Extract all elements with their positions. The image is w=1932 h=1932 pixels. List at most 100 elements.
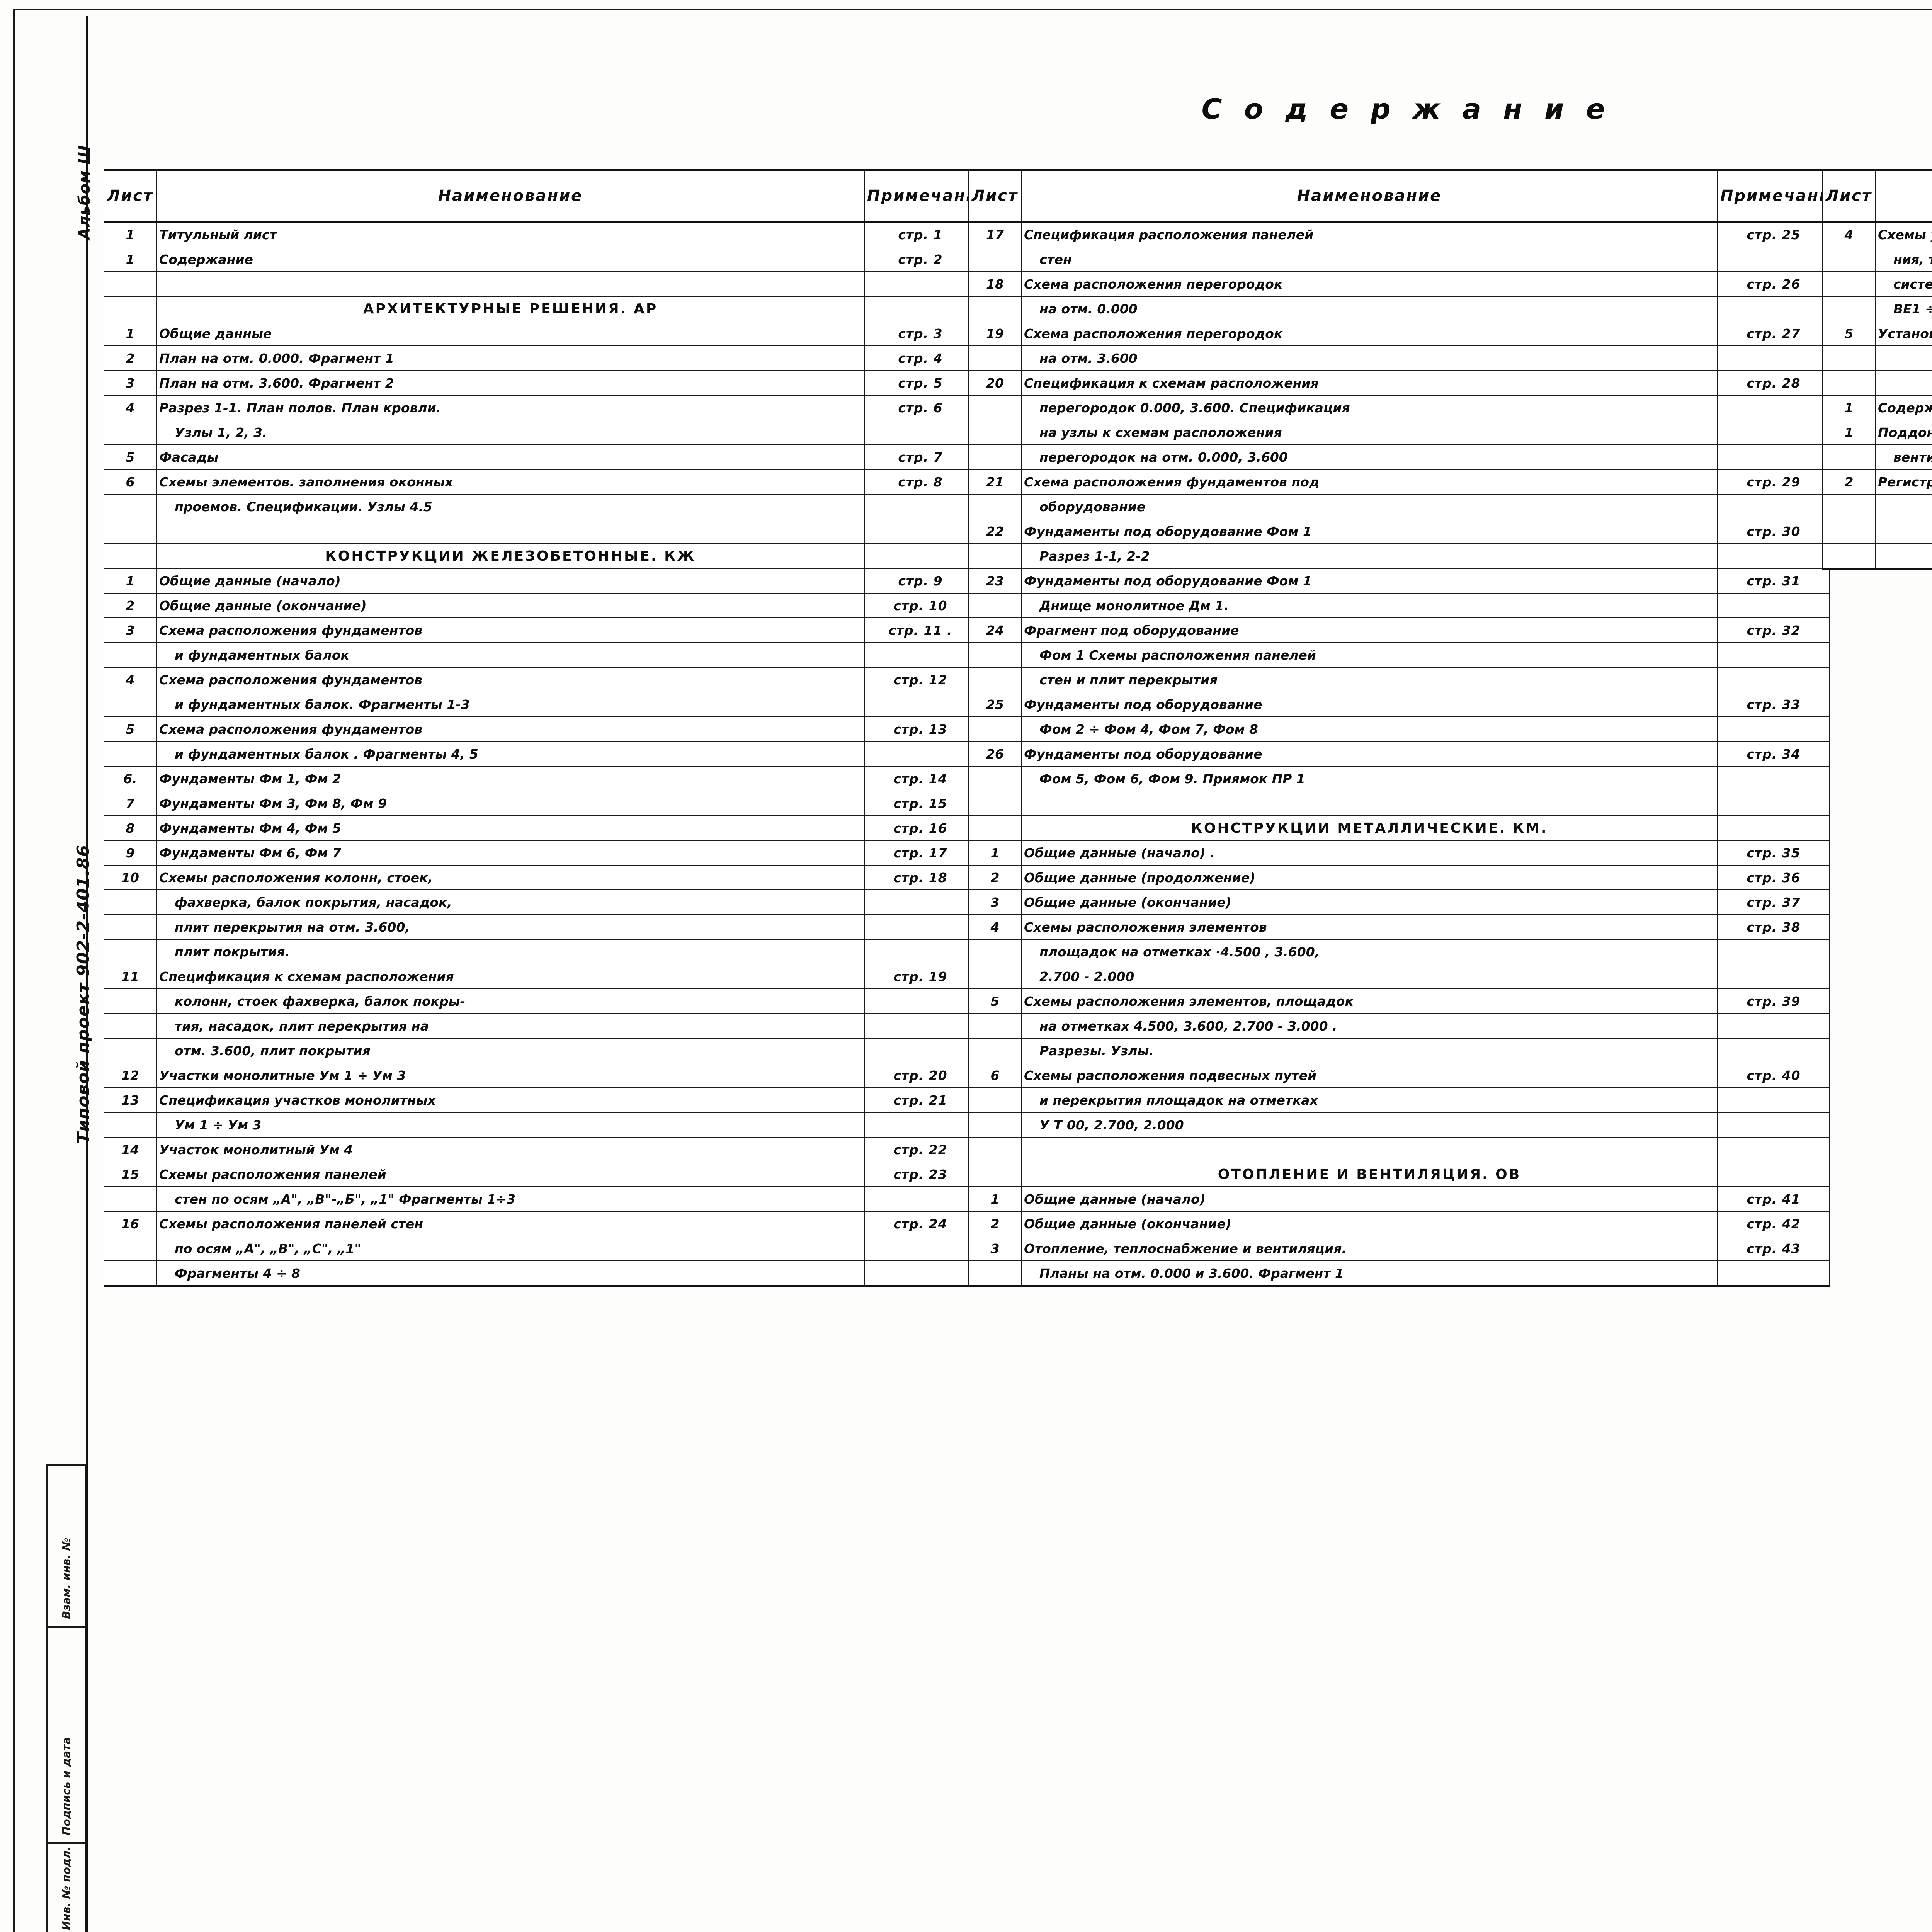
toc-row[interactable]: 3 План на отм. 3.600. Фрагмент 2 стр. 5 — [104, 370, 977, 396]
toc-row: ния, теплоснабжения, установки П1, — [1822, 247, 1932, 272]
toc-row[interactable]: 6 Схемы элементов. заполнения оконных стр.… — [104, 469, 977, 495]
toc-row[interactable]: 7 Фундаменты Фм 3, Фм 8, Фм 9 стр. 15 — [104, 791, 977, 816]
toc-row[interactable]: 4 Схема расположения фундаментов стр. 12 — [104, 667, 977, 692]
toc-spacer-row — [968, 791, 1830, 816]
toc-row: проемов. Спецификации. Узлы 4.5 — [104, 494, 977, 519]
cell-note-page: стр. 10 — [864, 593, 977, 618]
toc-row[interactable]: 2 Общие данные (продолжение) стр. 36 — [968, 865, 1830, 890]
cell-title: Общие данные — [156, 321, 865, 346]
cell-sheet-number — [1822, 519, 1876, 544]
toc-row[interactable]: 1 Содержание стр. 2 — [104, 247, 977, 272]
cell-note-page — [864, 1186, 977, 1212]
cell-note-page: стр. 29 — [1717, 469, 1830, 495]
toc-row[interactable]: 13 Спецификация участков монолитных стр. 2… — [104, 1087, 977, 1113]
cell-title: Спецификация расположения панелей — [1021, 221, 1718, 247]
toc-row[interactable]: 5 Фасады стр. 7 — [104, 444, 977, 470]
cell-title: Общие данные (начало) — [1021, 1186, 1718, 1212]
cell-sheet-number: 3 — [968, 889, 1022, 915]
toc-row[interactable]: 1 Общие данные (начало) . стр. 35 — [968, 840, 1830, 866]
page-title: С о д е р ж а н и е — [1201, 93, 1611, 125]
cell-sheet-number: 2 — [1822, 469, 1876, 495]
toc-row[interactable]: 3 Схема расположения фундаментов стр. 11 . — [104, 617, 977, 643]
cell-note-page: стр. 3 — [864, 321, 977, 346]
toc-row[interactable]: 2 Общие данные (окончание) стр. 10 — [104, 593, 977, 618]
toc-row[interactable]: 9 Фундаменты Фм 6, Фм 7 стр. 17 — [104, 840, 977, 866]
toc-spacer-row — [1822, 543, 1932, 570]
toc-row: стен и плит перекрытия — [968, 667, 1830, 692]
cell-sheet-number — [968, 815, 1022, 841]
cell-sheet-number — [104, 543, 157, 569]
stamp-box-vzam-inv — [46, 1464, 86, 1627]
toc-row[interactable]: 17 Спецификация расположения панелей стр. … — [968, 221, 1830, 247]
toc-row: на отметках 4.500, 3.600, 2.700 - 3.000 … — [968, 1013, 1830, 1039]
toc-row[interactable]: 5 Схема расположения фундаментов стр. 13 — [104, 716, 977, 742]
cell-title: Схема расположения перегородок — [1021, 321, 1718, 346]
toc-row[interactable]: 3 Отопление, теплоснабжение и вентиляция.… — [968, 1236, 1830, 1261]
cell-sheet-number — [1822, 271, 1876, 297]
toc-row[interactable]: 14 Участок монолитный Ум 4 стр. 22 — [104, 1137, 977, 1162]
toc-row[interactable]: 10 Схемы расположения колонн, стоек, стр. … — [104, 865, 977, 890]
toc-row[interactable]: 19 Схема расположения перегородок стр. 27 — [968, 321, 1830, 346]
toc-row[interactable]: 5Установки систем П1, В3стр. 45 — [1822, 321, 1932, 346]
toc-row[interactable]: 4 Схемы расположения элементов стр. 38 — [968, 914, 1830, 940]
cell-sheet-number — [968, 247, 1022, 272]
toc-row[interactable]: 1 Титульный лист стр. 1 — [104, 221, 977, 247]
cell-sheet-number: 4 — [1822, 221, 1876, 247]
toc-row[interactable]: 3 Общие данные (окончание) стр. 37 — [968, 889, 1830, 915]
toc-row[interactable]: 1 Общие данные стр. 3 — [104, 321, 977, 346]
cell-sheet-number: 15 — [104, 1162, 157, 1187]
toc-row[interactable]: 21 Схема расположения фундаментов под стр.… — [968, 469, 1830, 495]
cell-sheet-number: 26 — [968, 741, 1022, 767]
toc-row[interactable]: 26 Фундаменты под оборудование стр. 34 — [968, 741, 1830, 767]
toc-section-row: ЧЕРТЕЖИ ОБЩИХ ВИДОВ НЕТИПОВЫХ КОНСТРУКЦИ… — [1822, 370, 1932, 396]
toc-row: перегородок 0.000, 3.600. Спецификация — [968, 395, 1830, 420]
cell-title: План на отм. 0.000. Фрагмент 1 — [156, 345, 865, 371]
toc-row[interactable]: 18 Схема расположения перегородок стр. 26 — [968, 271, 1830, 297]
toc-row: 2.700 - 2.000 — [968, 964, 1830, 989]
toc-spacer-row — [1822, 519, 1932, 544]
cell-title: на отм. 3.600 — [1021, 345, 1718, 371]
cell-sheet-number — [968, 543, 1022, 569]
cell-note-page — [1717, 1137, 1830, 1162]
cell-sheet-number: 2 — [968, 865, 1022, 890]
column-header-sheet: Лист — [104, 169, 157, 223]
toc-row[interactable]: 2 Общие данные (окончание) стр. 42 — [968, 1211, 1830, 1236]
toc-row[interactable]: 6 Схемы расположения подвесных путей стр. … — [968, 1063, 1830, 1088]
cell-sheet-number: 18 — [968, 271, 1022, 297]
toc-row[interactable]: 16 Схемы расположения панелей стен стр. 24 — [104, 1211, 977, 1236]
toc-row[interactable]: 2 План на отм. 0.000. Фрагмент 1 стр. 4 — [104, 345, 977, 371]
cell-note-page — [864, 296, 977, 321]
cell-sheet-number: 24 — [968, 617, 1022, 643]
toc-row[interactable]: 8 Фундаменты Фм 4, Фм 5 стр. 16 — [104, 815, 977, 841]
toc-column-2: ЛистНаименованиеПримечание17Спецификация… — [968, 169, 1830, 1287]
toc-row[interactable]: 4 Разрез 1-1. План полов. План кровли. стр… — [104, 395, 977, 420]
toc-row[interactable]: 5 Схемы расположения элементов, площадок с… — [968, 988, 1830, 1014]
toc-section-row: КОНСТРУКЦИИ МЕТАЛЛИЧЕСКИЕ. КМ. — [968, 815, 1830, 841]
toc-row[interactable]: 6. Фундаменты Фм 1, Фм 2 стр. 14 — [104, 766, 977, 791]
stamp-box-inv-podl — [46, 1843, 86, 1932]
cell-note-page — [1717, 296, 1830, 321]
cell-note-page: стр. 31 — [1717, 568, 1830, 594]
cell-note-page: стр. 12 — [864, 667, 977, 692]
toc-row[interactable]: 20 Спецификация к схемам расположения стр.… — [968, 370, 1830, 396]
cell-sheet-number — [104, 939, 157, 964]
toc-row[interactable]: 24 Фрагмент под оборудование стр. 32 — [968, 617, 1830, 643]
cell-sheet-number: 9 — [104, 840, 157, 866]
toc-row[interactable]: 12 Участки монолитные Ум 1 ÷ Ум 3 стр. 20 — [104, 1063, 977, 1088]
cell-sheet-number: 5 — [104, 716, 157, 742]
toc-row[interactable]: 11 Спецификация к схемам расположения стр.… — [104, 964, 977, 989]
toc-row[interactable]: 25 Фундаменты под оборудование стр. 33 — [968, 692, 1830, 717]
toc-row[interactable]: 1 Общие данные (начало) стр. 9 — [104, 568, 977, 594]
toc-row[interactable]: 23 Фундаменты под оборудование Фом 1 стр. … — [968, 568, 1830, 594]
toc-row[interactable]: 22 Фундаменты под оборудование Фом 1 стр. … — [968, 519, 1830, 544]
toc-row[interactable]: 15 Схемы расположения панелей стр. 23 — [104, 1162, 977, 1187]
cell-note-page: стр. 7 — [864, 444, 977, 470]
column-header-note: Примечание — [864, 169, 977, 223]
cell-sheet-number: 17 — [968, 221, 1022, 247]
toc-row: Фом 1 Схемы расположения панелей — [968, 642, 1830, 668]
toc-row[interactable]: 1 Общие данные (начало) стр. 41 — [968, 1186, 1830, 1212]
